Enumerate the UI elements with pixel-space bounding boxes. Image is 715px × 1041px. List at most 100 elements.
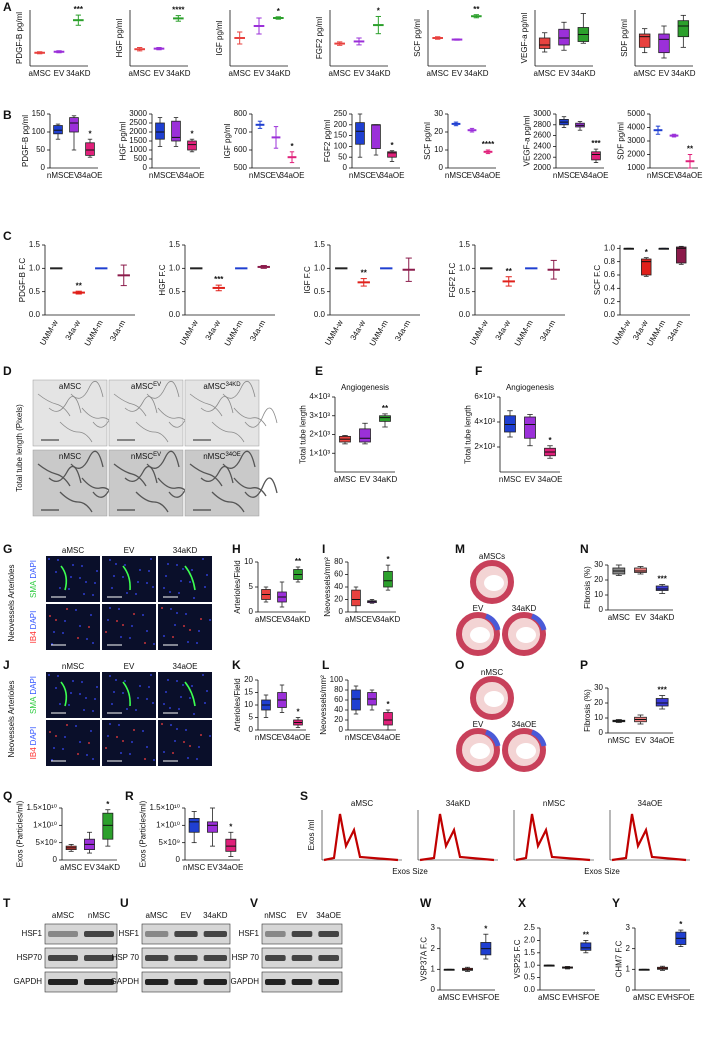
box bbox=[591, 151, 601, 161]
cell-dot bbox=[59, 703, 61, 705]
stain-label: IB4DAPI bbox=[29, 727, 38, 760]
x-tick-label: nMSC bbox=[647, 171, 669, 180]
cell-dot bbox=[111, 587, 113, 589]
significance: * bbox=[386, 555, 390, 564]
cell-dot bbox=[163, 751, 165, 753]
significance: * bbox=[679, 920, 683, 929]
column-label: 34aKD bbox=[173, 546, 198, 555]
significance: ** bbox=[295, 557, 302, 566]
y-axis-label: VSP25 F.C bbox=[513, 939, 522, 978]
y-tick-label: 2800 bbox=[533, 120, 551, 129]
x-axis-label: Exos Size bbox=[584, 867, 620, 876]
box bbox=[504, 415, 516, 433]
cell-dot bbox=[51, 643, 53, 645]
y-tick-label: 1.0 bbox=[604, 243, 616, 252]
y-tick-label: 3000 bbox=[533, 109, 551, 118]
x-tick-label: UMM-w bbox=[323, 318, 345, 347]
y-axis-label: PDGF-B pg/ml bbox=[21, 115, 30, 167]
y-tick-label: 2.0 bbox=[524, 936, 536, 945]
y-tick-label: 1.5 bbox=[524, 948, 536, 957]
y-tick-label: 1.0 bbox=[459, 263, 471, 272]
y-tick-label: 5 bbox=[249, 713, 254, 722]
y-tick-label: 10 bbox=[244, 557, 253, 566]
significance: * bbox=[386, 700, 390, 709]
y-tick-label: 50 bbox=[338, 152, 347, 161]
x-tick-label: 34aKD bbox=[376, 615, 401, 624]
image-label-sup: 34OE bbox=[225, 452, 240, 458]
stain-name: SMA bbox=[29, 580, 38, 598]
cell-dot bbox=[96, 570, 98, 572]
column-label: 34aOE bbox=[173, 662, 198, 671]
x-tick-label: nMSC bbox=[149, 171, 171, 180]
y-axis-label: VEGF-a pg/ml bbox=[520, 12, 529, 63]
tube-network bbox=[124, 396, 158, 414]
lane-label: nMSC bbox=[88, 911, 110, 920]
x-tick-label: EV bbox=[452, 69, 463, 78]
cell-dot bbox=[182, 568, 184, 570]
y-axis-label: Exos /ml bbox=[307, 819, 316, 850]
size-distribution bbox=[323, 813, 399, 862]
y-tick-label: 0 bbox=[599, 728, 604, 737]
cell-dot bbox=[137, 581, 139, 583]
protein-label: GAPDH bbox=[231, 977, 260, 986]
tube-network bbox=[189, 463, 223, 487]
band bbox=[84, 955, 114, 961]
cell-dot bbox=[174, 624, 176, 626]
panel-label: R bbox=[125, 789, 134, 803]
y-tick-label: 1.0 bbox=[314, 263, 326, 272]
y-tick-label: 4×10³ bbox=[309, 392, 330, 401]
significance: * bbox=[645, 248, 649, 257]
cell-dot bbox=[124, 564, 126, 566]
y-tick-label: 0.0 bbox=[524, 985, 536, 994]
cell-dot bbox=[51, 759, 53, 761]
y-axis-label: Fibrosis (%) bbox=[583, 689, 592, 732]
significance: **** bbox=[172, 6, 185, 15]
x-tick-label: 34aOE bbox=[650, 736, 675, 745]
cell-dot bbox=[62, 748, 64, 750]
significance: ** bbox=[687, 145, 694, 154]
band bbox=[174, 931, 198, 937]
significance: *** bbox=[74, 5, 84, 14]
cell-dot bbox=[85, 697, 87, 699]
tube-network bbox=[233, 477, 267, 497]
stain-label: SMADAPI bbox=[29, 676, 38, 714]
image-label-base: aMSC bbox=[131, 382, 153, 391]
y-tick-label: 0.5 bbox=[524, 973, 536, 982]
y-tick-label: 0.5 bbox=[459, 287, 471, 296]
cell-dot bbox=[126, 708, 128, 710]
cell-dot bbox=[55, 571, 57, 573]
x-tick-label: 34aOE bbox=[218, 863, 243, 872]
chart: 0.0 0.5 1.0 1.5 FGF2 F.C UMM-w 34a-w ** UMM-m 34a… bbox=[448, 240, 565, 348]
y-axis-label: Neovessels/mm² bbox=[319, 675, 328, 735]
cell-dot bbox=[70, 576, 72, 578]
band bbox=[318, 979, 339, 985]
tube-network bbox=[211, 421, 245, 443]
x-tick-label: EV bbox=[635, 736, 646, 745]
x-tick-label: 34aOE bbox=[376, 733, 401, 742]
x-tick-label: UMM-w bbox=[178, 318, 200, 347]
significance: * bbox=[106, 800, 110, 809]
y-tick-label: 10 bbox=[594, 590, 603, 599]
y-axis-label: Arterioles/Field bbox=[233, 560, 242, 613]
chart: IGF pg/ml aMSC EV 34aKD * bbox=[215, 7, 291, 78]
cell-dot bbox=[122, 576, 124, 578]
y-tick-label: 2 bbox=[626, 944, 631, 953]
x-tick-label: 34aKD bbox=[266, 69, 291, 78]
y-axis-label: FGF2 F.C bbox=[448, 262, 457, 297]
box bbox=[102, 812, 114, 840]
cell-dot bbox=[88, 742, 90, 744]
cell-dot bbox=[209, 735, 211, 737]
y-tick-label: 3 bbox=[431, 923, 436, 932]
x-tick-label: 34aOE bbox=[678, 171, 703, 180]
tube-network bbox=[113, 393, 147, 417]
cell-dot bbox=[49, 731, 51, 733]
x-tick-label: EV bbox=[54, 69, 65, 78]
significance: *** bbox=[657, 575, 667, 584]
x-tick-label: EV bbox=[659, 69, 670, 78]
cell-dot bbox=[94, 582, 96, 584]
